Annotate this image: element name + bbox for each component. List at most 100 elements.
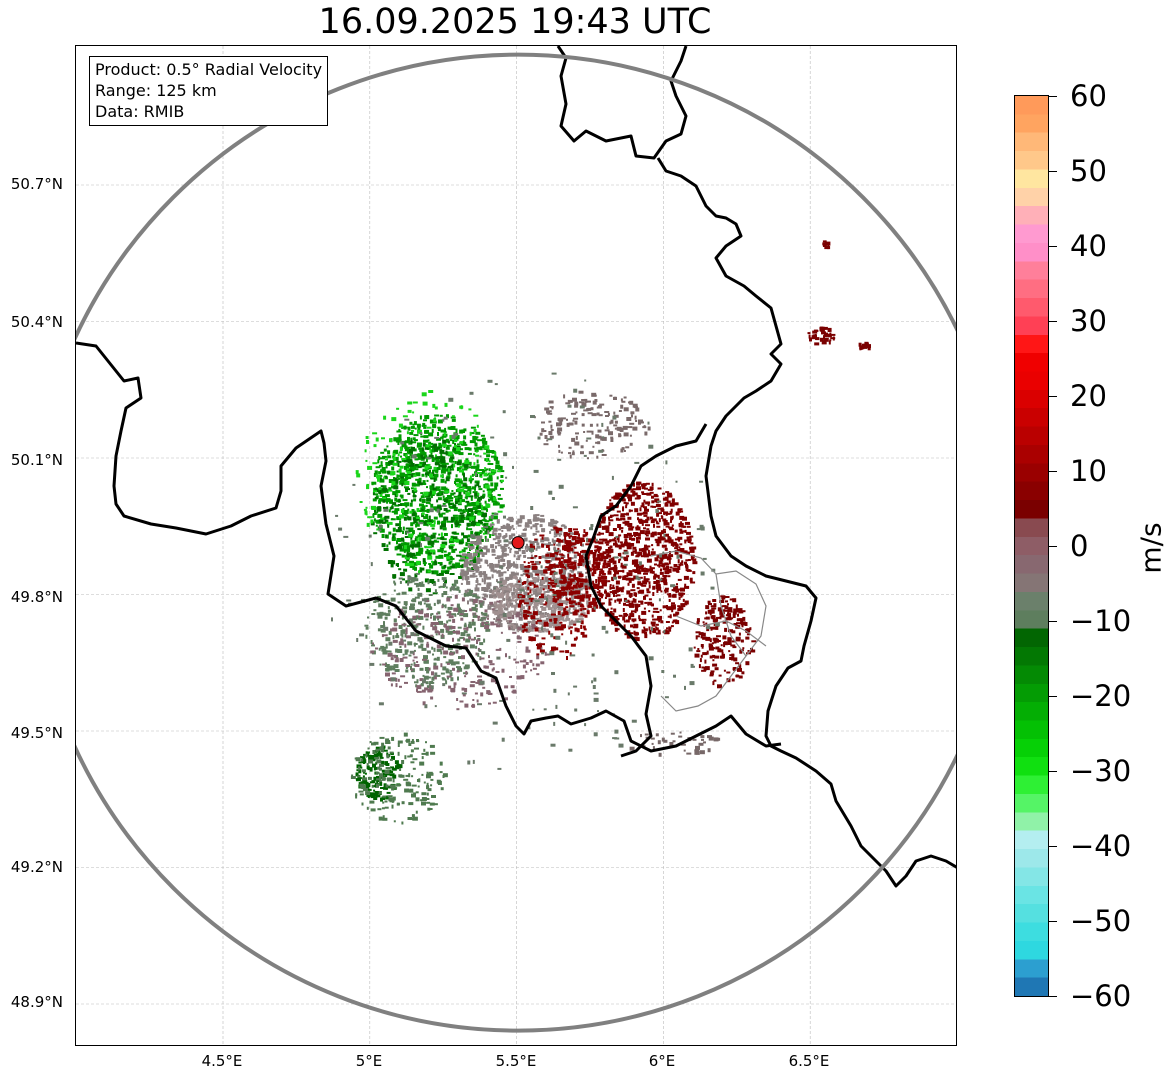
echo-pixel bbox=[717, 607, 722, 612]
echo-pixel bbox=[641, 621, 646, 625]
echo-pixel bbox=[415, 543, 419, 548]
echo-pixel bbox=[475, 454, 480, 457]
echo-pixel bbox=[563, 394, 566, 399]
echo-pixel bbox=[435, 674, 441, 677]
echo-pixel bbox=[418, 645, 424, 649]
echo-pixel bbox=[556, 422, 561, 427]
echo-pixel bbox=[433, 665, 439, 670]
echo-pixel bbox=[585, 594, 590, 599]
echo-pixel bbox=[428, 455, 434, 458]
echo-pixel bbox=[435, 540, 440, 543]
echo-pixel bbox=[426, 546, 432, 549]
echo-pixel bbox=[751, 640, 757, 643]
echo-pixel bbox=[373, 473, 376, 477]
echo-pixel bbox=[545, 560, 551, 564]
echo-pixel bbox=[370, 792, 374, 797]
echo-pixel bbox=[400, 478, 406, 483]
echo-pixel bbox=[653, 575, 657, 580]
echo-pixel bbox=[524, 565, 528, 568]
echo-pixel bbox=[418, 482, 423, 486]
echo-pixel bbox=[526, 549, 528, 552]
echo-pixel bbox=[411, 487, 414, 490]
echo-pixel bbox=[501, 529, 504, 532]
echo-pixel bbox=[392, 654, 396, 657]
echo-pixel bbox=[528, 572, 532, 575]
echo-pixel bbox=[516, 551, 519, 555]
echo-pixel bbox=[525, 662, 529, 665]
echo-pixel bbox=[657, 487, 662, 490]
echo-pixel bbox=[636, 561, 639, 565]
echo-pixel bbox=[490, 544, 495, 549]
echo-pixel bbox=[654, 557, 659, 562]
echo-pixel bbox=[503, 617, 508, 621]
echo-pixel bbox=[474, 542, 477, 545]
echo-pixel bbox=[459, 636, 465, 639]
echo-pixel bbox=[523, 554, 527, 558]
echo-pixel bbox=[421, 505, 426, 510]
echo-pixel bbox=[503, 553, 508, 556]
echo-pixel bbox=[579, 582, 584, 585]
echo-pixel bbox=[565, 606, 569, 609]
echo-pixel bbox=[665, 621, 670, 623]
echo-pixel bbox=[413, 633, 416, 636]
echo-pixel bbox=[538, 629, 542, 633]
echo-pixel bbox=[490, 678, 496, 683]
echo-pixel bbox=[634, 564, 636, 567]
echo-pixel bbox=[637, 590, 643, 594]
echo-pixel bbox=[541, 555, 545, 559]
echo-pixel bbox=[500, 487, 504, 490]
echo-pixel bbox=[431, 646, 434, 650]
echo-pixel bbox=[583, 628, 587, 631]
echo-pixel bbox=[455, 661, 460, 665]
echo-pixel bbox=[502, 524, 506, 527]
echo-pixel bbox=[657, 539, 662, 544]
echo-pixel bbox=[614, 570, 619, 575]
echo-pixel bbox=[544, 569, 548, 574]
echo-pixel bbox=[386, 650, 391, 653]
echo-pixel bbox=[415, 572, 420, 575]
echo-pixel bbox=[585, 531, 589, 535]
echo-pixel bbox=[499, 470, 505, 473]
echo-pixel bbox=[622, 488, 628, 492]
echo-pixel bbox=[643, 595, 646, 600]
echo-pixel bbox=[548, 542, 551, 546]
echo-pixel bbox=[401, 549, 405, 552]
echo-pixel bbox=[642, 511, 648, 515]
echo-pixel bbox=[496, 555, 502, 559]
echo-pixel bbox=[456, 642, 459, 645]
echo-pixel bbox=[598, 568, 603, 571]
echo-pixel bbox=[494, 557, 500, 560]
echo-pixel bbox=[619, 428, 623, 432]
echo-pixel bbox=[484, 559, 488, 564]
echo-pixel bbox=[495, 595, 498, 598]
echo-pixel bbox=[489, 590, 495, 592]
echo-pixel bbox=[366, 440, 369, 444]
echo-pixel bbox=[405, 527, 410, 530]
echo-pixel bbox=[459, 465, 464, 468]
echo-pixel bbox=[401, 623, 407, 626]
echo-pixel bbox=[692, 571, 696, 575]
echo-pixel bbox=[684, 585, 690, 589]
echo-pixel bbox=[425, 588, 431, 593]
echo-pixel bbox=[673, 674, 676, 678]
echo-pixel bbox=[392, 635, 395, 640]
echo-pixel bbox=[458, 559, 464, 562]
echo-pixel bbox=[545, 603, 551, 608]
echo-pixel bbox=[421, 773, 424, 776]
echo-pixel bbox=[488, 525, 494, 530]
echo-pixel bbox=[539, 524, 543, 528]
radar-map[interactable] bbox=[75, 45, 957, 1046]
echo-pixel bbox=[537, 575, 540, 579]
echo-pixel bbox=[408, 773, 411, 778]
echo-pixel bbox=[553, 521, 559, 523]
echo-pixel bbox=[559, 617, 564, 621]
echo-pixel bbox=[502, 550, 505, 555]
echo-pixel bbox=[487, 530, 490, 535]
echo-pixel bbox=[461, 655, 465, 660]
echo-pixel bbox=[715, 646, 720, 650]
echo-pixel bbox=[578, 390, 584, 394]
echo-pixel bbox=[429, 508, 434, 513]
echo-pixel bbox=[417, 442, 422, 446]
echo-pixel bbox=[451, 463, 455, 468]
echo-pixel bbox=[626, 599, 630, 603]
